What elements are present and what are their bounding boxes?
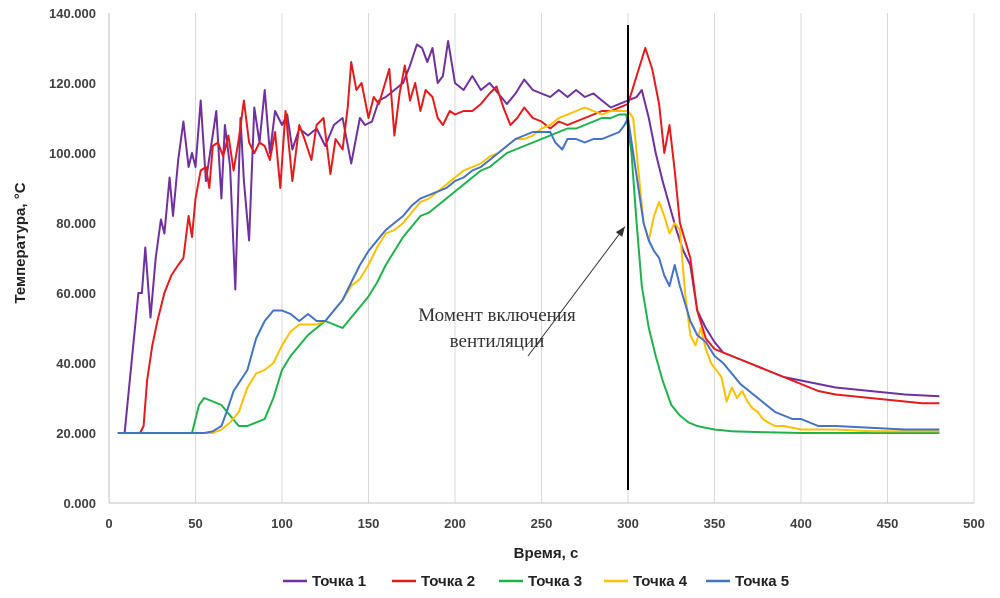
x-tick-labels: 0 50 100 150 200 250 300 350 400 450 500 <box>105 516 984 531</box>
y-tick-label: 40.000 <box>56 356 96 371</box>
y-tick-label: 0.000 <box>63 496 96 511</box>
annotation-line-1: Момент включения <box>418 305 576 326</box>
x-tick-label: 300 <box>617 516 639 531</box>
legend-label-5: Точка 5 <box>735 573 789 590</box>
y-tick-label: 140.000 <box>49 6 96 21</box>
series-line-2 <box>117 47 940 434</box>
legend-label-1: Точка 1 <box>312 573 366 590</box>
x-tick-label: 250 <box>531 516 553 531</box>
x-axis-title: Время, с <box>514 545 579 562</box>
x-tick-label: 350 <box>704 516 726 531</box>
y-tick-labels: 0.000 20.000 40.000 60.000 80.000 100.000 120.… <box>49 6 96 511</box>
legend: Точка 1 Точка 2 Точка 3 Точка 4 Точка 5 <box>283 573 789 590</box>
series-line-4 <box>117 106 940 434</box>
series-line-5 <box>117 117 940 434</box>
series-line-1 <box>117 40 940 434</box>
series-lines <box>117 40 940 434</box>
x-tick-label: 100 <box>271 516 293 531</box>
annotation-arrow <box>527 226 626 357</box>
annotation-line-2: вентиляции <box>450 331 545 352</box>
legend-label-3: Точка 3 <box>528 573 582 590</box>
y-tick-label: 20.000 <box>56 426 96 441</box>
series-line-3 <box>117 113 940 434</box>
y-tick-label: 100.000 <box>49 146 96 161</box>
x-tick-label: 50 <box>188 516 202 531</box>
x-tick-label: 500 <box>963 516 985 531</box>
x-tick-label: 150 <box>358 516 380 531</box>
y-tick-label: 60.000 <box>56 286 96 301</box>
annotation-arrowhead <box>615 226 625 237</box>
legend-label-4: Точка 4 <box>633 573 688 590</box>
grid-lines <box>195 13 975 503</box>
annotation: Момент включения вентиляции <box>418 226 626 357</box>
x-tick-label: 400 <box>790 516 812 531</box>
x-tick-label: 200 <box>444 516 466 531</box>
x-tick-label: 0 <box>105 516 112 531</box>
y-tick-label: 120.000 <box>49 76 96 91</box>
legend-label-2: Точка 2 <box>421 573 475 590</box>
y-tick-label: 80.000 <box>56 216 96 231</box>
axes <box>108 13 974 504</box>
y-axis-title: Температура, °С <box>12 182 29 303</box>
x-tick-label: 450 <box>877 516 899 531</box>
